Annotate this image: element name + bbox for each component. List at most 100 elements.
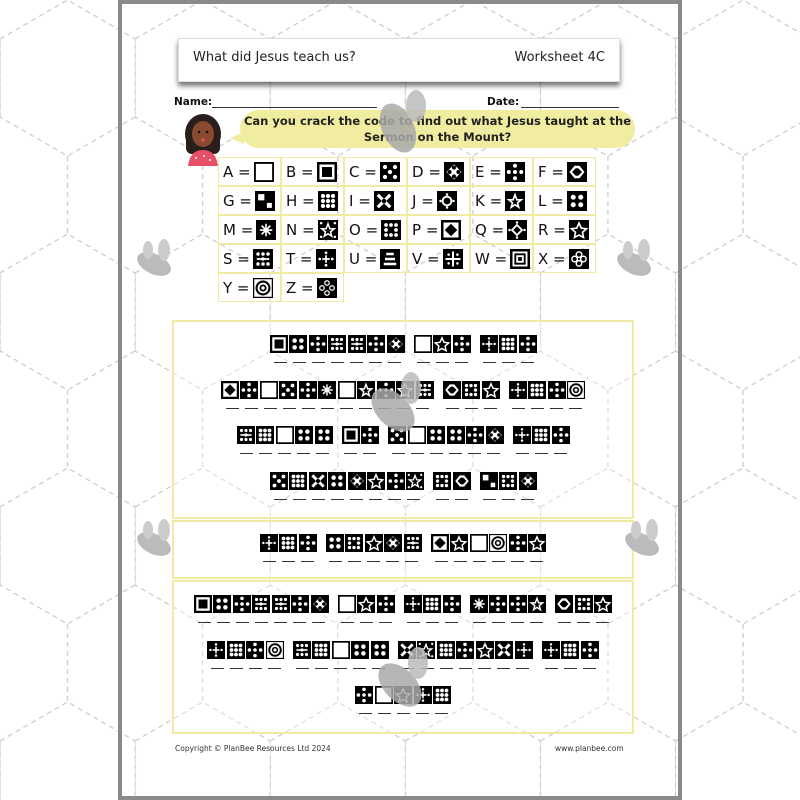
answer-blank[interactable] bbox=[435, 362, 449, 363]
answer-blank[interactable] bbox=[296, 667, 310, 669]
answer-blank[interactable] bbox=[477, 667, 491, 669]
answer-blank[interactable] bbox=[448, 453, 462, 454]
answer-blank[interactable] bbox=[439, 667, 453, 669]
answer-blank[interactable] bbox=[353, 667, 367, 669]
answer-blank[interactable] bbox=[301, 407, 315, 409]
answer-blank[interactable] bbox=[363, 453, 377, 454]
answer-blank[interactable] bbox=[406, 498, 420, 500]
answer-blank[interactable] bbox=[359, 622, 373, 623]
answer-blank[interactable] bbox=[501, 362, 515, 363]
answer-blank[interactable] bbox=[349, 362, 363, 363]
answer-blank[interactable] bbox=[348, 561, 362, 562]
answer-blank[interactable] bbox=[445, 407, 459, 409]
answer-blank[interactable] bbox=[425, 622, 439, 623]
answer-blank[interactable] bbox=[278, 453, 291, 454]
answer-blank[interactable] bbox=[282, 407, 296, 409]
answer-blank[interactable] bbox=[292, 622, 306, 623]
answer-blank[interactable] bbox=[406, 622, 420, 623]
answer-blank[interactable] bbox=[358, 713, 372, 714]
answer-blank[interactable] bbox=[387, 362, 401, 363]
answer-blank[interactable] bbox=[358, 407, 372, 409]
answer-blank[interactable] bbox=[454, 362, 468, 363]
answer-blank[interactable] bbox=[563, 667, 577, 669]
answer-blank[interactable] bbox=[367, 561, 381, 562]
answer-blank[interactable] bbox=[544, 667, 558, 669]
answer-blank[interactable] bbox=[483, 407, 497, 409]
answer-blank[interactable] bbox=[486, 453, 500, 454]
answer-blank[interactable] bbox=[254, 622, 268, 623]
answer-blanks[interactable] bbox=[482, 498, 534, 500]
answer-blanks[interactable] bbox=[416, 362, 468, 363]
answer-blank[interactable] bbox=[368, 498, 382, 500]
answer-blanks[interactable] bbox=[406, 622, 458, 623]
website-link[interactable]: www.planbee.com bbox=[555, 744, 624, 753]
answer-blank[interactable] bbox=[405, 561, 419, 562]
answer-blank[interactable] bbox=[349, 498, 363, 500]
answer-blank[interactable] bbox=[458, 667, 472, 669]
answer-blank[interactable] bbox=[435, 498, 449, 500]
answer-blank[interactable] bbox=[292, 362, 306, 363]
answer-blank[interactable] bbox=[396, 713, 410, 714]
answer-blank[interactable] bbox=[531, 407, 544, 409]
answer-blank[interactable] bbox=[577, 622, 591, 623]
answer-blank[interactable] bbox=[262, 561, 276, 562]
answer-blank[interactable] bbox=[344, 453, 358, 454]
answer-blank[interactable] bbox=[434, 713, 448, 714]
answer-blanks[interactable] bbox=[329, 561, 419, 562]
answer-blanks[interactable] bbox=[473, 622, 543, 623]
answer-blanks[interactable] bbox=[210, 667, 281, 669]
answer-blank[interactable] bbox=[281, 561, 295, 562]
answer-blank[interactable] bbox=[582, 667, 596, 669]
answer-blank[interactable] bbox=[491, 561, 505, 562]
answer-blank[interactable] bbox=[240, 453, 253, 454]
answer-blank[interactable] bbox=[340, 622, 354, 623]
answer-blank[interactable] bbox=[225, 407, 239, 409]
answer-blank[interactable] bbox=[515, 453, 529, 454]
answer-blank[interactable] bbox=[273, 362, 287, 363]
answer-blank[interactable] bbox=[315, 667, 329, 669]
answer-blank[interactable] bbox=[472, 561, 486, 562]
answer-blank[interactable] bbox=[520, 498, 534, 500]
answer-blank[interactable] bbox=[311, 622, 325, 623]
answer-blank[interactable] bbox=[339, 407, 353, 409]
answer-blank[interactable] bbox=[244, 407, 258, 409]
answer-blank[interactable] bbox=[550, 407, 563, 409]
answer-blank[interactable] bbox=[210, 667, 224, 669]
answer-blanks[interactable] bbox=[434, 561, 543, 562]
answer-blank[interactable] bbox=[482, 498, 496, 500]
answer-blank[interactable] bbox=[235, 622, 249, 623]
answer-blanks[interactable] bbox=[515, 453, 567, 454]
answer-blank[interactable] bbox=[453, 561, 467, 562]
answer-blank[interactable] bbox=[387, 498, 401, 500]
answer-blank[interactable] bbox=[386, 561, 400, 562]
answer-blank[interactable] bbox=[520, 362, 534, 363]
answer-blanks[interactable] bbox=[445, 407, 497, 409]
answer-blank[interactable] bbox=[416, 362, 430, 363]
answer-blanks[interactable] bbox=[197, 622, 325, 623]
answer-blank[interactable] bbox=[391, 453, 405, 454]
answer-blanks[interactable] bbox=[391, 453, 500, 454]
answer-blanks[interactable] bbox=[544, 667, 596, 669]
answer-blank[interactable] bbox=[467, 453, 481, 454]
answer-blanks[interactable] bbox=[482, 362, 534, 363]
answer-blank[interactable] bbox=[197, 622, 211, 623]
answer-blank[interactable] bbox=[569, 407, 582, 409]
answer-blank[interactable] bbox=[229, 667, 243, 669]
answer-blank[interactable] bbox=[297, 453, 310, 454]
answer-blank[interactable] bbox=[553, 453, 567, 454]
answer-blanks[interactable] bbox=[344, 453, 377, 454]
answer-blank[interactable] bbox=[372, 667, 386, 669]
answer-blank[interactable] bbox=[429, 453, 443, 454]
answer-blank[interactable] bbox=[558, 622, 572, 623]
answer-blanks[interactable] bbox=[512, 407, 582, 409]
answer-blank[interactable] bbox=[273, 498, 287, 500]
answer-blank[interactable] bbox=[311, 362, 325, 363]
answer-blanks[interactable] bbox=[273, 498, 420, 500]
answer-blank[interactable] bbox=[501, 498, 515, 500]
answer-blank[interactable] bbox=[368, 362, 382, 363]
answer-blank[interactable] bbox=[259, 453, 272, 454]
answer-blank[interactable] bbox=[511, 622, 524, 623]
answer-blanks[interactable] bbox=[273, 362, 401, 363]
answer-blank[interactable] bbox=[329, 561, 343, 562]
answer-blanks[interactable] bbox=[340, 622, 392, 623]
